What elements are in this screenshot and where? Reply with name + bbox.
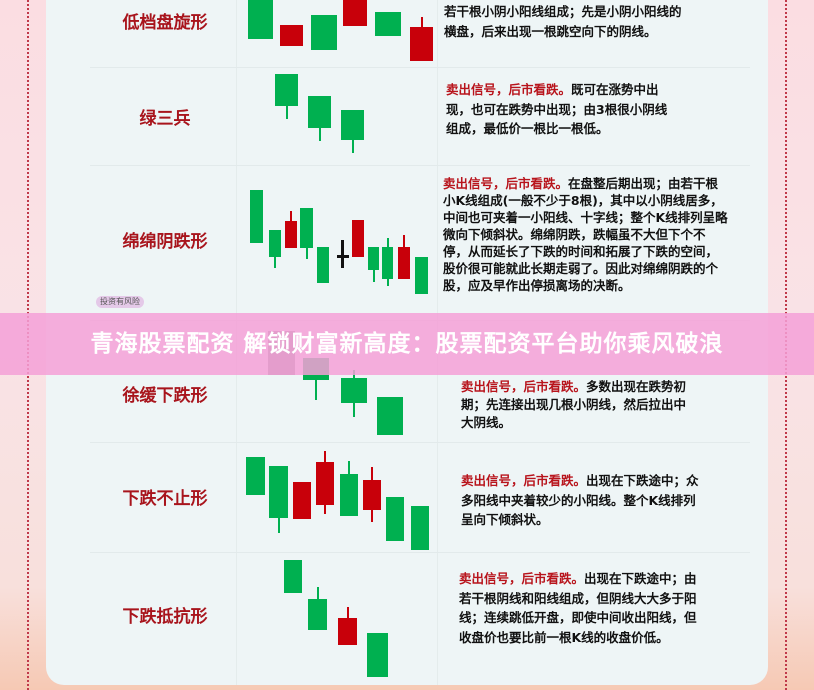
desc-line: 若干根小阴小阳线组成；先是小阴小阳线的 (444, 4, 682, 19)
bullish-candle (316, 462, 334, 505)
bullish-candle (280, 25, 303, 46)
bearish-candle (300, 208, 313, 248)
bearish-candle (375, 12, 401, 36)
desc-text: 多数出现在跌势初期；先连接出现几根小阴线，然后拉出中大阴线。 (461, 379, 687, 430)
bearish-candle (368, 247, 379, 270)
bullish-candle (363, 480, 381, 510)
pattern-name: 绿三兵 (139, 109, 191, 129)
bearish-candle (415, 257, 428, 294)
bearish-candle (308, 96, 331, 128)
bullish-candle (343, 0, 367, 26)
bearish-candle (311, 15, 337, 50)
signal-label: 卖出信号，后市看跌。 (443, 176, 569, 191)
signal-label: 卖出信号，后市看跌。 (446, 82, 572, 97)
signal-label: 卖出信号，后市看跌。 (461, 473, 587, 488)
bullish-candle (352, 220, 364, 257)
pattern-name: 低档盘旋形 (122, 13, 208, 33)
row-divider (90, 442, 750, 443)
pattern-description: 卖出信号，后市看跌。在盘整后期出现；由若干根小K线组成(一般不少于8根)，其中以… (443, 175, 728, 294)
row-divider (90, 165, 750, 166)
bearish-candle (250, 190, 263, 243)
promo-banner[interactable]: 青海股票配资 解锁财富新高度：股票配资平台助你乘风破浪 (0, 313, 814, 375)
desc-text: 出现在下跌途中；由若干根阴线和阳线组成，但阴线大大多于阳线；连续跳低开盘，即使中… (459, 571, 697, 645)
bearish-candle (382, 247, 393, 279)
bullish-candle (410, 27, 433, 61)
bearish-candle (308, 599, 327, 630)
bearish-candle (248, 0, 273, 39)
pattern-description: 卖出信号，后市看跌。出现在下跌途中；众多阳线中夹着较少的小阳线。整个K线排列呈向… (461, 471, 701, 530)
desc-text: 既可在涨势中出现，也可在跌势中出现；由3根很小阴线组成，最低价一根比一根低。 (446, 82, 668, 136)
signal-label: 卖出信号，后市看跌。 (459, 571, 585, 586)
pattern-description: 卖出信号，后市看跌。出现在下跌途中；由若干根阴线和阳线组成，但阴线大大多于阳线；… (459, 569, 699, 647)
bearish-candle (341, 378, 367, 403)
pattern-description: 卖出信号，后市看跌。既可在涨势中出现，也可在跌势中出现；由3根很小阴线组成，最低… (446, 80, 676, 139)
pattern-name: 下跌不止形 (122, 489, 208, 509)
bearish-candle (341, 110, 364, 140)
bearish-candle (411, 506, 429, 550)
signal-label: 卖出信号，后市看跌。 (461, 379, 587, 394)
bearish-candle (377, 397, 403, 435)
row-divider (90, 67, 750, 68)
desc-text: 出现在下跌途中；众多阳线中夹着较少的小阳线。整个K线排列呈向下倾斜状。 (461, 473, 699, 527)
bearish-candle (386, 497, 404, 541)
pattern-description: 若干根小阴小阳线组成；先是小阴小阳线的 横盘，后来出现一根跳空向下的阴线。 (444, 2, 714, 41)
doji-candle (341, 240, 344, 268)
bearish-candle (284, 560, 302, 593)
pattern-name: 徐缓下跌形 (122, 386, 208, 406)
bearish-candle (269, 230, 281, 257)
bearish-candle (367, 633, 388, 677)
pattern-name: 绵绵阴跌形 (122, 232, 208, 252)
bearish-candle (246, 457, 265, 495)
bullish-candle (293, 482, 311, 519)
bullish-candle (285, 221, 297, 248)
pattern-name: 下跌抵抗形 (122, 607, 208, 627)
desc-text: 在盘整后期出现；由若干根小K线组成(一般不少于8根)，其中以小阴线居多，中间也可… (443, 176, 728, 293)
row-divider (90, 552, 750, 553)
desc-line: 横盘，后来出现一根跳空向下的阴线。 (444, 23, 657, 39)
risk-badge: 投资有风险 (96, 296, 144, 308)
bearish-candle (317, 247, 329, 283)
bearish-candle (269, 466, 288, 518)
bearish-candle (340, 474, 358, 516)
pattern-description: 卖出信号，后市看跌。多数出现在跌势初期；先连接出现几根小阴线，然后拉出中大阴线。 (461, 378, 691, 432)
bearish-candle (275, 74, 298, 106)
bullish-candle (398, 247, 410, 279)
bullish-candle (338, 618, 357, 645)
